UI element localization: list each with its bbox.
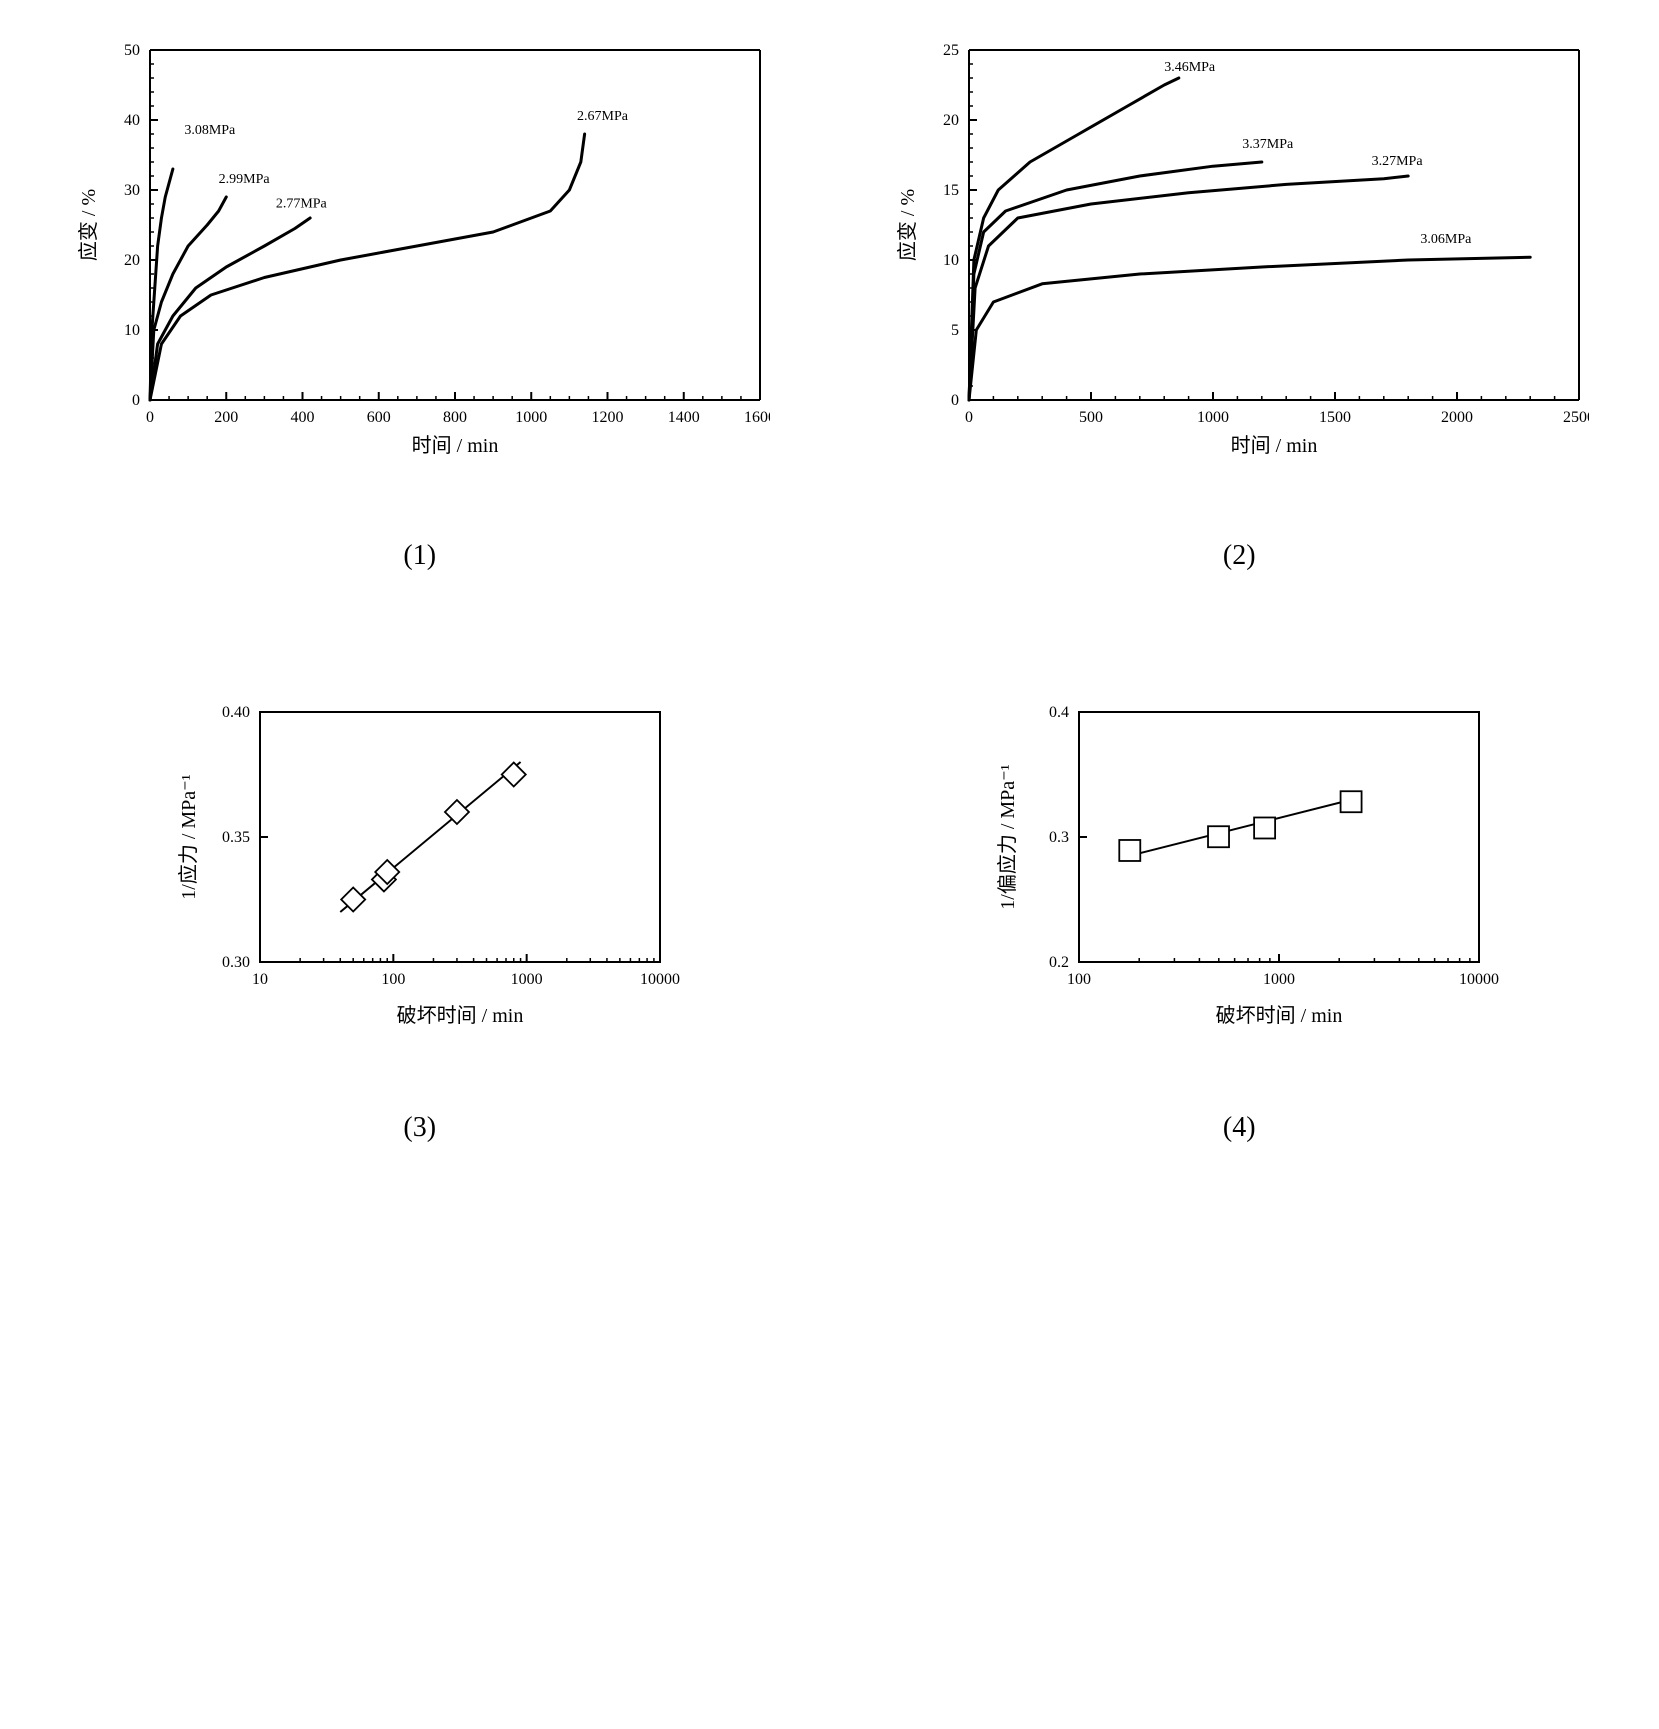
svg-text:1/偏应力 / MPa⁻¹: 1/偏应力 / MPa⁻¹ — [996, 764, 1019, 909]
svg-text:1500: 1500 — [1319, 409, 1351, 426]
svg-text:2.99MPa: 2.99MPa — [218, 172, 270, 187]
svg-text:时间 / min: 时间 / min — [411, 434, 498, 457]
svg-text:2500: 2500 — [1563, 409, 1589, 426]
svg-text:1/应力 / MPa⁻¹: 1/应力 / MPa⁻¹ — [177, 774, 200, 899]
panel-1: 0 200 400 600 800 1000 1200 1400 1600 0 10 20 30 40 50… — [40, 40, 800, 572]
svg-text:破坏时间 / min: 破坏时间 / min — [396, 1004, 523, 1027]
svg-text:1000: 1000 — [1263, 971, 1295, 988]
svg-text:20: 20 — [124, 252, 140, 269]
svg-text:1400: 1400 — [668, 409, 700, 426]
svg-text:10: 10 — [943, 252, 959, 269]
panel-3: 10 100 1000 10000 0.30 0.35 0.40 破坏时间 / min 1/应力… — [40, 692, 800, 1144]
svg-text:10: 10 — [252, 971, 268, 988]
chart-3: 10 100 1000 10000 0.30 0.35 0.40 破坏时间 / min 1/应力… — [160, 692, 680, 1032]
svg-text:500: 500 — [1079, 409, 1103, 426]
svg-text:40: 40 — [124, 112, 140, 129]
caption-4: (4) — [1223, 1112, 1256, 1144]
caption-1: (1) — [403, 540, 436, 572]
svg-text:3.06MPa: 3.06MPa — [1421, 232, 1473, 247]
svg-text:400: 400 — [290, 409, 314, 426]
svg-text:100: 100 — [1067, 971, 1091, 988]
svg-text:3.37MPa: 3.37MPa — [1243, 137, 1295, 152]
svg-text:2.77MPa: 2.77MPa — [276, 197, 328, 212]
panel-4: 100 1000 10000 0.2 0.3 0.4 破坏时间 / min 1/偏应力 / M… — [860, 692, 1620, 1144]
svg-text:应变 / %: 应变 / % — [77, 189, 100, 261]
caption-2: (2) — [1223, 540, 1256, 572]
svg-text:2.67MPa: 2.67MPa — [577, 109, 629, 124]
svg-text:时间 / min: 时间 / min — [1231, 434, 1318, 457]
svg-text:800: 800 — [443, 409, 467, 426]
svg-text:1000: 1000 — [510, 971, 542, 988]
svg-text:0: 0 — [146, 409, 154, 426]
svg-text:0.40: 0.40 — [222, 704, 250, 721]
svg-text:1200: 1200 — [591, 409, 623, 426]
svg-text:0.35: 0.35 — [222, 829, 250, 846]
svg-text:1000: 1000 — [1197, 409, 1229, 426]
svg-text:3.08MPa: 3.08MPa — [184, 123, 236, 138]
chart-4: 100 1000 10000 0.2 0.3 0.4 破坏时间 / min 1/偏应力 / M… — [979, 692, 1499, 1032]
svg-text:0.3: 0.3 — [1049, 829, 1069, 846]
svg-text:0: 0 — [951, 392, 959, 409]
svg-text:应变 / %: 应变 / % — [896, 189, 919, 261]
svg-text:3.46MPa: 3.46MPa — [1164, 60, 1216, 75]
svg-text:破坏时间 / min: 破坏时间 / min — [1216, 1004, 1343, 1027]
svg-text:0.2: 0.2 — [1049, 954, 1069, 971]
svg-text:20: 20 — [943, 112, 959, 129]
caption-3: (3) — [403, 1112, 436, 1144]
svg-text:15: 15 — [943, 182, 959, 199]
svg-text:0.30: 0.30 — [222, 954, 250, 971]
svg-text:0: 0 — [965, 409, 973, 426]
svg-text:10000: 10000 — [1459, 971, 1499, 988]
svg-text:5: 5 — [951, 322, 959, 339]
svg-text:200: 200 — [214, 409, 238, 426]
svg-text:25: 25 — [943, 42, 959, 59]
chart-2: 0 500 1000 1500 2000 2500 0 5 10 15 20 25 时间 / min 应变… — [889, 40, 1589, 460]
svg-text:10000: 10000 — [640, 971, 680, 988]
svg-text:3.27MPa: 3.27MPa — [1372, 154, 1424, 169]
svg-text:2000: 2000 — [1441, 409, 1473, 426]
svg-text:50: 50 — [124, 42, 140, 59]
svg-text:600: 600 — [367, 409, 391, 426]
svg-text:10: 10 — [124, 322, 140, 339]
svg-text:0.4: 0.4 — [1049, 704, 1069, 721]
svg-text:1000: 1000 — [515, 409, 547, 426]
svg-text:1600: 1600 — [744, 409, 770, 426]
svg-text:30: 30 — [124, 182, 140, 199]
panel-2: 0 500 1000 1500 2000 2500 0 5 10 15 20 25 时间 / min 应变… — [860, 40, 1620, 572]
svg-text:0: 0 — [132, 392, 140, 409]
chart-1: 0 200 400 600 800 1000 1200 1400 1600 0 10 20 30 40 50… — [70, 40, 770, 460]
svg-text:100: 100 — [381, 971, 405, 988]
